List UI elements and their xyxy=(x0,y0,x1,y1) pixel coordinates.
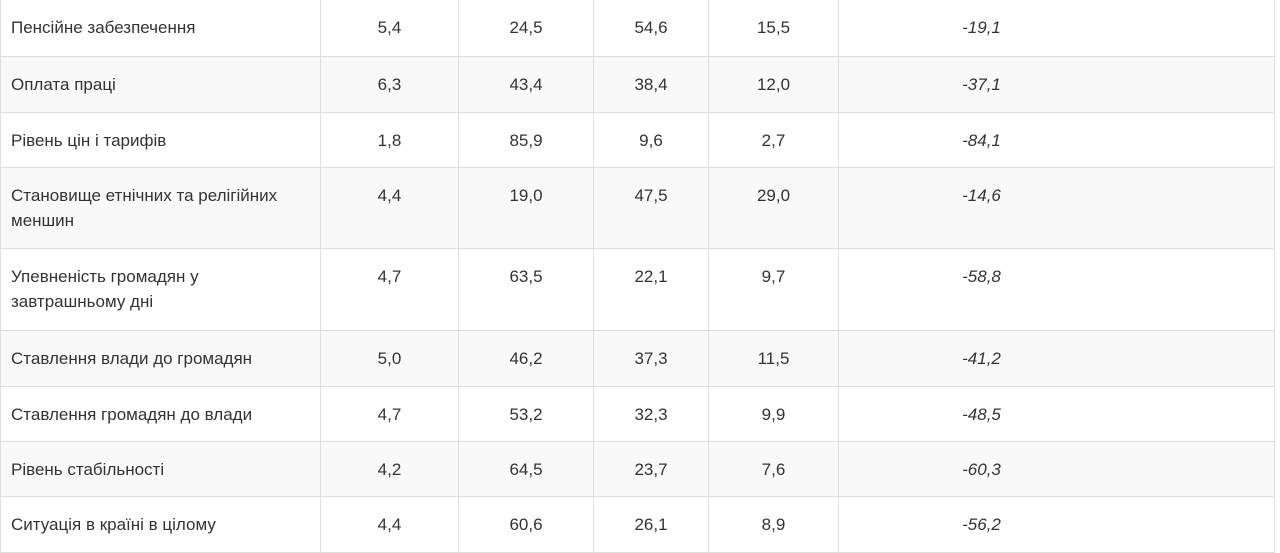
cell-value: 8,9 xyxy=(708,496,839,553)
row-label: Пенсійне забезпечення xyxy=(0,0,321,57)
cell-value: 6,3 xyxy=(320,56,459,113)
cell-value: 32,3 xyxy=(593,386,709,442)
cell-value: 64,5 xyxy=(458,441,594,497)
table-row: Ситуація в країні в цілому 4,4 60,6 26,1 8,9… xyxy=(0,496,1275,553)
cell-value: 4,2 xyxy=(320,441,459,497)
table-row: Ставлення влади до громадян 5,0 46,2 37,3 11… xyxy=(0,330,1275,387)
table-row: Оплата праці 6,3 43,4 38,4 12,0 -37,1 xyxy=(0,56,1275,113)
cell-value: 53,2 xyxy=(458,386,594,442)
table-row: Ставлення громадян до влади 4,7 53,2 32,3 9,… xyxy=(0,386,1275,442)
balance-value: -60,3 xyxy=(838,441,1275,497)
cell-value: 38,4 xyxy=(593,56,709,113)
cell-value: 37,3 xyxy=(593,330,709,387)
cell-value: 4,4 xyxy=(320,167,459,249)
cell-value: 24,5 xyxy=(458,0,594,57)
cell-value: 1,8 xyxy=(320,112,459,168)
cell-value: 7,6 xyxy=(708,441,839,497)
cell-value: 5,4 xyxy=(320,0,459,57)
cell-value: 12,0 xyxy=(708,56,839,113)
table-row: Становище етнічних та релігійних меншин 4… xyxy=(0,167,1275,249)
balance-value: -41,2 xyxy=(838,330,1275,387)
balance-value: -14,6 xyxy=(838,167,1275,249)
balance-value: -58,8 xyxy=(838,248,1275,331)
balance-value: -56,2 xyxy=(838,496,1275,553)
row-label: Оплата праці xyxy=(0,56,321,113)
cell-value: 19,0 xyxy=(458,167,594,249)
table-row: Упевненість громадян у завтрашньому дні 4… xyxy=(0,248,1275,331)
table-row: Рівень цін і тарифів 1,8 85,9 9,6 2,7 -84,1 xyxy=(0,112,1275,168)
cell-value: 85,9 xyxy=(458,112,594,168)
cell-value: 43,4 xyxy=(458,56,594,113)
cell-value: 9,9 xyxy=(708,386,839,442)
cell-value: 4,4 xyxy=(320,496,459,553)
cell-value: 4,7 xyxy=(320,248,459,331)
row-label: Упевненість громадян у завтрашньому дні xyxy=(0,248,321,331)
cell-value: 47,5 xyxy=(593,167,709,249)
row-label: Ставлення громадян до влади xyxy=(0,386,321,442)
table-row: Рівень стабільності 4,2 64,5 23,7 7,6 -60,3 xyxy=(0,441,1275,497)
cell-value: 5,0 xyxy=(320,330,459,387)
cell-value: 23,7 xyxy=(593,441,709,497)
cell-value: 29,0 xyxy=(708,167,839,249)
cell-value: 60,6 xyxy=(458,496,594,553)
row-label: Ситуація в країні в цілому xyxy=(0,496,321,553)
cell-value: 9,6 xyxy=(593,112,709,168)
cell-value: 4,7 xyxy=(320,386,459,442)
cell-value: 46,2 xyxy=(458,330,594,387)
balance-value: -19,1 xyxy=(838,0,1275,57)
cell-value: 63,5 xyxy=(458,248,594,331)
cell-value: 22,1 xyxy=(593,248,709,331)
cell-value: 15,5 xyxy=(708,0,839,57)
row-label: Ставлення влади до громадян xyxy=(0,330,321,387)
cell-value: 2,7 xyxy=(708,112,839,168)
balance-value: -84,1 xyxy=(838,112,1275,168)
cell-value: 54,6 xyxy=(593,0,709,57)
row-label: Становище етнічних та релігійних меншин xyxy=(0,167,321,249)
cell-value: 26,1 xyxy=(593,496,709,553)
row-label: Рівень цін і тарифів xyxy=(0,112,321,168)
balance-value: -37,1 xyxy=(838,56,1275,113)
cell-value: 9,7 xyxy=(708,248,839,331)
row-label: Рівень стабільності xyxy=(0,441,321,497)
cell-value: 11,5 xyxy=(708,330,839,387)
balance-value: -48,5 xyxy=(838,386,1275,442)
table-row: Пенсійне забезпечення 5,4 24,5 54,6 15,5 -19,… xyxy=(0,0,1275,57)
